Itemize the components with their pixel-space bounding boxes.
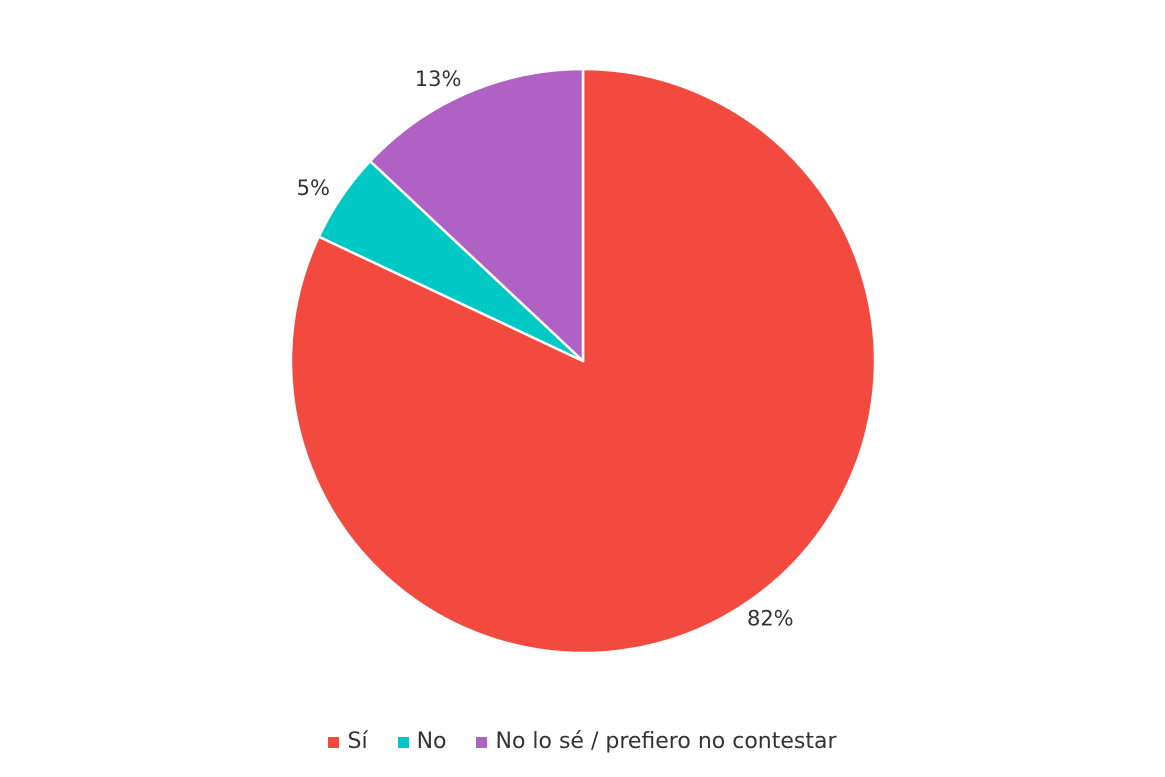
pie-slices (289, 67, 877, 655)
legend-swatch-si (328, 736, 340, 748)
data-label-si: 82% (747, 606, 794, 630)
legend-item-no-lo-se[interactable]: No lo sé / prefiero no contestar (476, 728, 837, 756)
legend-label-si: Sí (347, 729, 368, 754)
legend-label-no-lo-se: No lo sé / prefiero no contestar (495, 729, 837, 754)
data-label-no: 5% (297, 176, 330, 200)
pie-slice-si[interactable] (289, 67, 877, 655)
legend-item-si[interactable]: Sí (328, 728, 368, 756)
data-label-no-lo-se: 13% (415, 67, 462, 91)
legend-item-no[interactable]: No (397, 728, 447, 756)
pie-data-labels: 82% 5% 13% (297, 67, 794, 630)
chart-legend: Sí No No lo sé / prefiero no contestar (0, 728, 1165, 756)
legend-label-no: No (416, 729, 447, 754)
legend-swatch-no-lo-se (476, 736, 488, 748)
pie-slice-no-lo-se[interactable] (368, 67, 585, 363)
legend-swatch-no (397, 736, 409, 748)
